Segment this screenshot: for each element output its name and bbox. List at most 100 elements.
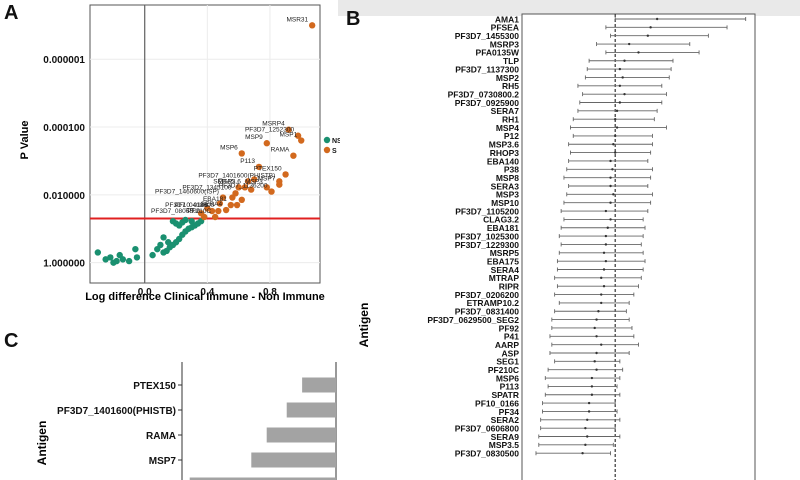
antigen-label: MSP2 — [496, 73, 519, 83]
bar-y-axis-title: Antigen — [35, 421, 49, 466]
estimate-point — [602, 268, 606, 271]
y-tick-label: 0.010000 — [43, 191, 85, 202]
point-label: MSRP4 — [262, 121, 285, 128]
antigen-label: PF3D7_1025300 — [455, 231, 520, 241]
bar — [286, 402, 336, 418]
point-label: P113 — [240, 158, 255, 165]
point-label: PF210C — [187, 208, 211, 215]
bar — [302, 377, 336, 393]
antigen-label: PFSEA — [491, 23, 519, 33]
panel-b-label: B — [346, 8, 361, 30]
point-label: MSP3.6 — [218, 178, 242, 185]
s-point — [219, 194, 227, 201]
estimate-point — [590, 376, 594, 380]
estimate-point — [611, 168, 614, 171]
s-point — [276, 181, 283, 188]
antigen-label: SERA3 — [491, 181, 520, 191]
antigen-label: CLAG3.2 — [483, 215, 519, 225]
antigen-label: PF3D7_0730800.2 — [448, 89, 520, 99]
forest-row: PF3D7_1105200 — [455, 206, 649, 216]
legend-ns-label: NS — [332, 138, 340, 145]
forest-row: SERA3 — [491, 181, 649, 191]
s-point — [268, 188, 275, 195]
estimate-point — [595, 351, 598, 355]
panel-c-label: C — [4, 330, 19, 352]
antigen-label: PF3D7_1455300 — [455, 31, 520, 41]
forest-row: PF3D7_0730800.2 — [448, 89, 667, 99]
estimate-point — [581, 452, 584, 455]
ns-point — [94, 249, 102, 256]
antigen-label: MSP4 — [496, 123, 519, 133]
antigen-label: MTRAP — [489, 273, 520, 283]
estimate-point — [586, 418, 589, 421]
estimate-point — [637, 51, 640, 54]
s-point — [233, 201, 241, 209]
ns-point — [160, 234, 167, 241]
forest-row: ASP — [502, 348, 630, 358]
forest-row: MSP6 — [496, 373, 621, 383]
forest-row: MSP3.6 — [489, 140, 653, 150]
forest-row: PF34 — [499, 407, 618, 417]
s-point — [232, 190, 239, 197]
estimate-point — [609, 218, 612, 221]
antigen-label: SERA7 — [491, 106, 520, 116]
point-label: RAMA — [271, 147, 290, 154]
antigen-label: MSRP3 — [490, 39, 520, 49]
top-shadow-band — [338, 0, 800, 16]
antigen-label: RIPR — [499, 282, 519, 292]
forest-row: PF3D7_1455300 — [455, 31, 709, 41]
panel-a-label: A — [4, 2, 19, 24]
estimate-point — [618, 84, 622, 88]
ns-point — [132, 245, 139, 253]
point-label: MSP6 — [220, 144, 238, 151]
antigen-label: PF3D7_0206200 — [455, 290, 520, 300]
estimate-point — [602, 285, 606, 288]
antigen-label: PF3D7_1105200 — [455, 206, 519, 216]
estimate-point — [615, 126, 619, 129]
estimate-point — [614, 134, 617, 138]
antigen-label: AMA1 — [495, 14, 519, 24]
legend-s-swatch — [323, 146, 331, 154]
estimate-point — [612, 143, 615, 146]
point-label: PF3D7_1252300 — [245, 127, 295, 134]
estimate-point — [587, 401, 591, 405]
bar-category-label: PTEX150 — [133, 381, 176, 392]
s-point — [255, 163, 263, 171]
s-point — [227, 201, 235, 209]
bar-chart: PTEX150 PF3D7_1401600(PHISTB) RAMA MSP7 Ant… — [35, 362, 337, 480]
estimate-point — [609, 159, 612, 163]
x-tick-label: 0.8 — [263, 287, 277, 298]
point-label: MSP1 — [280, 132, 298, 139]
forest-row: PF3D7_0830500 — [455, 449, 611, 459]
point-label: MSP3 — [245, 178, 263, 185]
ns-point — [125, 257, 133, 265]
y-tick-label: 0.000100 — [43, 123, 85, 134]
antigen-label: PF210C — [488, 365, 519, 375]
forest-row: PFA0135W — [476, 48, 700, 58]
antigen-label: EBA140 — [487, 156, 519, 166]
s-point — [294, 132, 302, 139]
forest-row: MSP2 — [496, 73, 670, 83]
forest-row: RHOP3 — [490, 148, 652, 158]
forest-row: PF3D7_1137300 — [455, 64, 672, 74]
forest-row: PF3D7_0925900 — [455, 98, 663, 108]
forest-row: PF210C — [488, 365, 624, 375]
forest-row: MSRP3 — [490, 39, 691, 49]
bar — [189, 477, 336, 480]
point-label: PF3D7_1401600(PHISTB) — [198, 172, 275, 179]
antigen-label: RH1 — [502, 115, 519, 125]
s-point — [298, 137, 305, 144]
forest-row: AMA1 — [495, 14, 747, 24]
estimate-point — [587, 410, 591, 413]
antigen-label: MSP10 — [491, 198, 519, 208]
antigen-label: RH5 — [502, 81, 519, 91]
forest-row: RIPR — [499, 282, 639, 292]
point-label: PF3D7_1345100 — [182, 184, 232, 191]
forest-row: MSP4 — [496, 123, 667, 133]
point-label: PF10_0166 — [174, 202, 208, 209]
antigen-label: PF34 — [499, 407, 520, 417]
forest-row: PF3D7_0206200 — [455, 290, 635, 300]
antigen-label: SERA2 — [491, 415, 520, 425]
antigen-label: EBA175 — [487, 256, 519, 266]
forest-row: P41 — [504, 332, 635, 342]
